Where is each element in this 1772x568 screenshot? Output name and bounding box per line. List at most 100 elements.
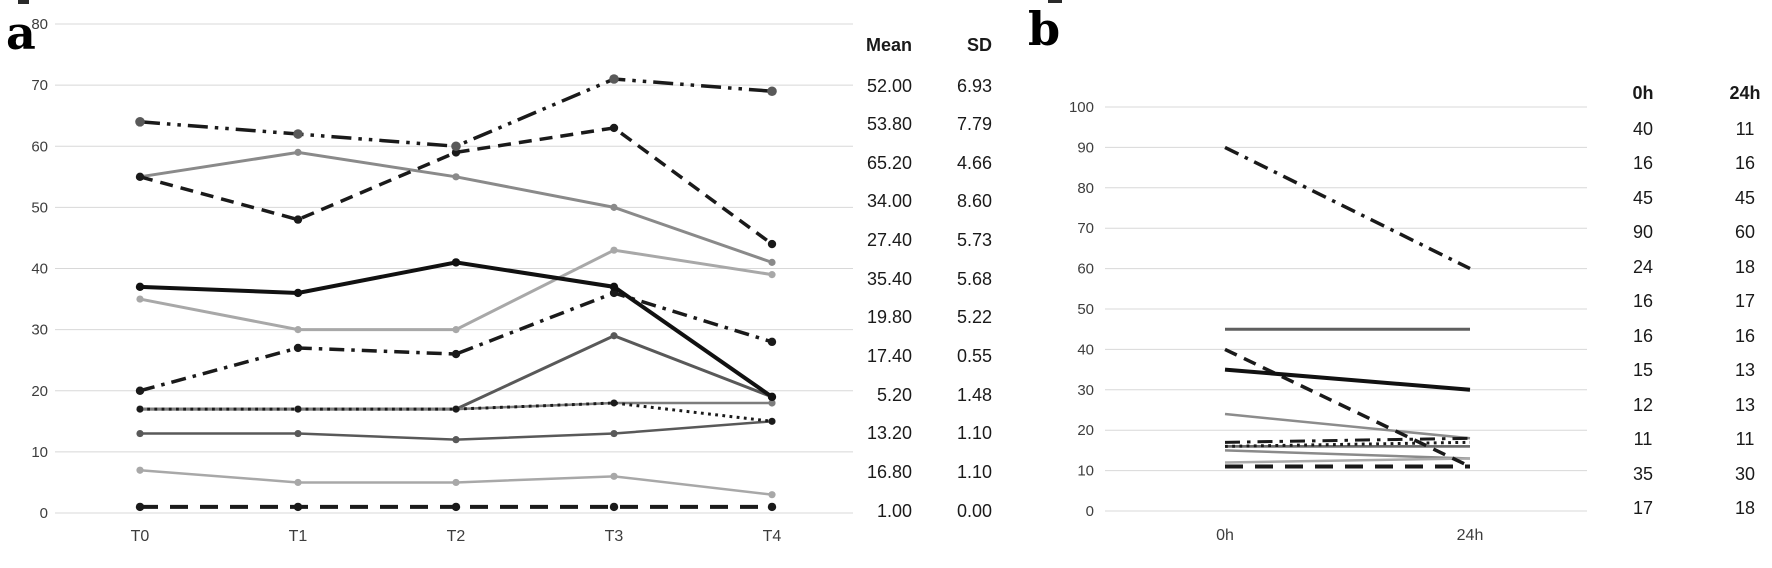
panel-a-table-header-SD: SD bbox=[966, 35, 992, 55]
y-tick-label: 90 bbox=[1077, 139, 1094, 156]
panel-a-table-cell-r5-c1: 27.40 bbox=[866, 230, 912, 251]
panel-a-table-cell-r3-c2: 4.66 bbox=[956, 152, 992, 173]
data-point-marker bbox=[294, 405, 302, 413]
data-point-marker bbox=[135, 172, 145, 182]
panel-a-table-cell-r9-c2: 1.48 bbox=[956, 384, 992, 405]
y-tick-label: 50 bbox=[1077, 301, 1094, 318]
data-point-marker bbox=[294, 326, 302, 334]
panel-a-label: a bbox=[6, 6, 36, 60]
data-point-marker bbox=[610, 246, 618, 254]
data-point-marker bbox=[451, 258, 461, 267]
panel-a-table-cell-r9-c1: 5.20 bbox=[876, 384, 912, 405]
panel-b-table-header-0h: 0h bbox=[1632, 83, 1654, 103]
y-tick-label: 80 bbox=[31, 16, 48, 33]
series-line-series-2 bbox=[139, 126, 774, 246]
panel-a-table-cell-r11-c1: 16.80 bbox=[866, 462, 912, 482]
data-point-marker bbox=[293, 502, 303, 512]
panel-a-table-cell-r6-c1: 35.40 bbox=[866, 268, 912, 289]
panel-b-table-header-24h: 24h bbox=[1729, 83, 1761, 103]
y-tick-label: 10 bbox=[31, 444, 48, 461]
series-line-series-3 bbox=[139, 77, 773, 149]
data-point-marker bbox=[609, 288, 619, 298]
data-point-marker bbox=[136, 295, 144, 303]
y-tick-label: 0 bbox=[40, 505, 48, 522]
panel-a-table-cell-r3-c1: 65.20 bbox=[866, 152, 912, 173]
x-tick-label: 0h bbox=[1216, 527, 1234, 544]
data-point-marker bbox=[609, 74, 619, 84]
x-tick-label: T4 bbox=[763, 528, 782, 545]
data-point-marker bbox=[294, 478, 302, 487]
panel-b-table-cell-r7-c1: 16 bbox=[1632, 325, 1654, 346]
data-point-marker bbox=[610, 399, 618, 407]
data-point-marker bbox=[767, 337, 777, 347]
panel-a-table-header-Mean: Mean bbox=[865, 35, 912, 55]
data-point-marker bbox=[451, 502, 461, 512]
data-point-marker bbox=[768, 491, 776, 499]
data-point-marker bbox=[610, 472, 618, 480]
y-tick-label: 60 bbox=[31, 138, 48, 155]
data-point-marker bbox=[135, 502, 145, 512]
panel-a-table-cell-r2-c1: 53.80 bbox=[866, 114, 912, 135]
panel-b-table-cell-r6-c2: 17 bbox=[1734, 291, 1756, 311]
panel-b-table-cell-r11-c2: 30 bbox=[1734, 463, 1756, 484]
y-tick-label: 70 bbox=[1077, 220, 1094, 237]
panel-b-table-cell-r2-c1: 16 bbox=[1632, 153, 1654, 173]
panel-b-table-cell-r3-c2: 45 bbox=[1734, 187, 1756, 208]
panel-a-table-cell-r8-c1: 17.40 bbox=[866, 346, 912, 367]
panel-b-table-cell-r1-c1: 40 bbox=[1632, 118, 1654, 139]
panel-a-table-cell-r10-c2: 1.10 bbox=[956, 423, 992, 444]
series-line-series-1 bbox=[1224, 347, 1471, 469]
data-point-marker bbox=[452, 478, 460, 487]
panel-a-table-cell-r10-c1: 13.20 bbox=[866, 423, 912, 444]
panel-a-table-cell-r5-c2: 5.73 bbox=[956, 230, 992, 251]
panel-b-table-cell-r12-c2: 18 bbox=[1734, 498, 1756, 518]
series-line-series-7 bbox=[140, 334, 773, 411]
panel-b-table-cell-r10-c1: 11 bbox=[1633, 429, 1653, 449]
y-tick-label: 30 bbox=[1077, 382, 1094, 399]
data-point-marker bbox=[135, 386, 145, 395]
crop-artifact-right bbox=[1048, 0, 1062, 3]
series-line-series-4 bbox=[1224, 145, 1471, 271]
data-point-marker bbox=[136, 466, 144, 474]
data-point-marker bbox=[136, 429, 144, 438]
series-line-series-5 bbox=[139, 291, 773, 393]
data-point-marker bbox=[610, 429, 618, 438]
data-point-marker bbox=[768, 399, 776, 407]
panel-a-table-cell-r7-c1: 19.80 bbox=[866, 307, 912, 328]
panel-a-table-cell-r6-c2: 5.68 bbox=[956, 268, 992, 289]
data-point-marker bbox=[768, 271, 776, 279]
data-point-marker bbox=[294, 148, 302, 156]
panel-b-table-cell-r1-c2: 11 bbox=[1735, 118, 1755, 139]
panel-a-table-cell-r4-c1: 34.00 bbox=[866, 191, 912, 212]
panel-a-table-cell-r12-c1: 1.00 bbox=[876, 500, 912, 521]
data-point-marker bbox=[767, 86, 777, 97]
data-point-marker bbox=[135, 282, 145, 292]
panel-b-table-cell-r12-c1: 17 bbox=[1632, 498, 1654, 518]
panel-b-table-cell-r10-c2: 11 bbox=[1735, 429, 1755, 449]
data-point-marker bbox=[609, 282, 619, 292]
panel-b-table-cell-r8-c1: 15 bbox=[1632, 360, 1654, 380]
y-tick-label: 10 bbox=[1077, 463, 1094, 480]
y-tick-label: 20 bbox=[31, 383, 48, 400]
panel-b-table-cell-r11-c1: 35 bbox=[1632, 463, 1654, 484]
y-tick-label: 0 bbox=[1086, 503, 1094, 520]
data-point-marker bbox=[136, 405, 144, 413]
data-point-marker bbox=[293, 215, 303, 224]
x-tick-label: T3 bbox=[605, 528, 624, 545]
panel-b-table-cell-r4-c2: 60 bbox=[1734, 222, 1756, 242]
data-point-marker bbox=[610, 203, 618, 211]
data-point-marker bbox=[452, 173, 460, 181]
data-point-marker bbox=[610, 332, 618, 340]
panel-a-table-cell-r1-c1: 52.00 bbox=[866, 75, 912, 96]
x-tick-label: T2 bbox=[447, 528, 466, 545]
data-point-marker bbox=[609, 502, 619, 512]
data-point-marker bbox=[452, 405, 460, 413]
panel-b-table-cell-r4-c1: 90 bbox=[1632, 222, 1654, 242]
data-point-marker bbox=[452, 326, 460, 334]
panel-a-table-cell-r2-c2: 7.79 bbox=[956, 114, 992, 135]
data-point-marker bbox=[767, 502, 777, 512]
series-line-series-8 bbox=[1224, 449, 1471, 460]
y-tick-label: 40 bbox=[31, 261, 48, 278]
panel-b-table-cell-r3-c1: 45 bbox=[1632, 187, 1654, 208]
